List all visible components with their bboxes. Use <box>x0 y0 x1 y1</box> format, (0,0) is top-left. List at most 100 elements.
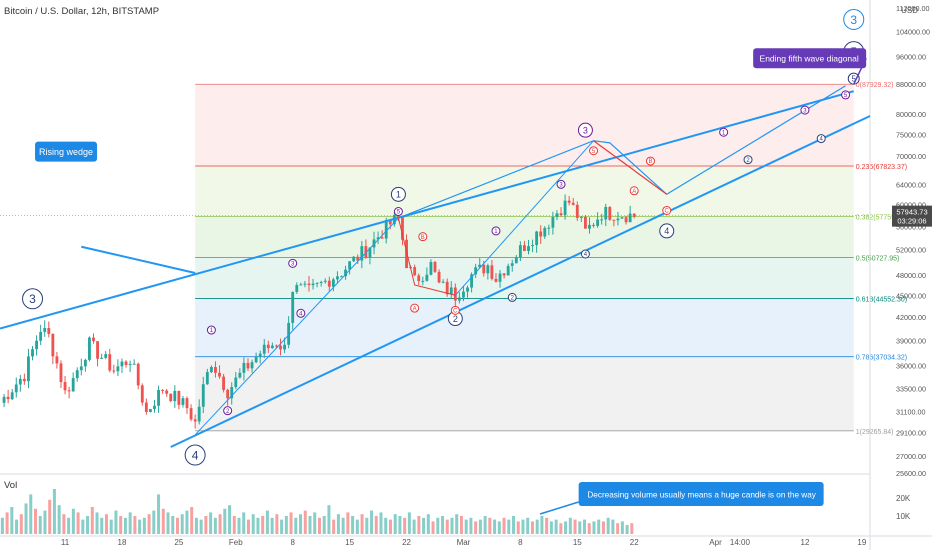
rising-wedge-callout-text: Rising wedge <box>39 147 93 157</box>
candle-body <box>128 363 132 365</box>
volume-bar <box>351 516 355 534</box>
candle-body <box>144 402 148 412</box>
candle-body <box>140 385 144 403</box>
candle-body <box>136 363 140 386</box>
candle-body <box>83 359 87 367</box>
time-tick: 14:00 <box>730 538 751 547</box>
wave-label-circle <box>659 223 675 239</box>
candle-body <box>425 274 429 281</box>
candle-body <box>222 376 226 390</box>
candle-body <box>327 280 331 287</box>
candle-body <box>22 378 26 382</box>
volume-bar <box>142 517 146 534</box>
volume-bar <box>592 521 596 534</box>
wave-label-circle <box>841 90 851 100</box>
candle-body <box>258 353 262 358</box>
fib-label: 0.236(67823.37) <box>856 164 907 171</box>
volume-bar <box>280 519 284 534</box>
candle-body <box>340 276 343 278</box>
price-tick: 64000.00 <box>896 180 926 189</box>
wave-label: 1 <box>494 229 498 235</box>
trend-lines <box>0 85 871 448</box>
volume-bar <box>526 517 530 534</box>
candle-body <box>279 345 282 350</box>
candle-body <box>266 344 270 349</box>
volume-bar <box>441 516 445 534</box>
time-tick: 25 <box>174 538 183 547</box>
candle-body <box>559 213 563 216</box>
volume-bar <box>616 523 620 534</box>
candle-body <box>604 206 608 220</box>
volume-bar <box>43 510 47 534</box>
candle-body <box>445 281 449 295</box>
candle-body <box>356 256 360 261</box>
volume-bar <box>559 523 563 534</box>
wave-label-circle <box>580 249 590 259</box>
volume-bar <box>256 517 260 534</box>
volume-bar <box>360 514 364 534</box>
candle-body <box>466 287 469 292</box>
candle-body <box>153 405 156 410</box>
wave-label: A <box>413 306 417 312</box>
wave-label: B <box>421 235 425 241</box>
wave-label: 3 <box>559 182 563 188</box>
candle-body <box>193 419 197 422</box>
volume-bar <box>171 516 175 534</box>
candle-body <box>226 389 230 399</box>
candle-body <box>43 327 47 332</box>
volume-bar <box>52 489 56 534</box>
fifth-wave-pointer <box>853 57 867 85</box>
price-tick: 112000.00 <box>896 4 929 13</box>
candle-body <box>616 218 620 221</box>
wave-label: C <box>453 309 458 315</box>
candle-body <box>405 239 408 269</box>
fifth-wave-callout-text: Ending fifth wave diagonal <box>760 54 859 64</box>
candle-body <box>67 390 71 392</box>
volume-bar <box>81 519 85 534</box>
candle-body <box>417 275 421 282</box>
candle-body <box>132 363 136 365</box>
candle-body <box>161 389 165 391</box>
volume-bar <box>228 505 232 534</box>
candle-body <box>2 396 6 403</box>
time-tick: Apr <box>709 538 722 547</box>
volume-bar <box>71 508 75 534</box>
volume-bar <box>478 519 482 534</box>
volume-bar <box>128 512 132 534</box>
price-tick: 39000.00 <box>896 336 926 345</box>
volume-bar <box>327 505 331 534</box>
wave-label-circle <box>577 122 593 138</box>
price-tick: 25600.00 <box>896 469 926 478</box>
fib-band <box>195 166 854 217</box>
price-tick: 80000.00 <box>896 110 926 119</box>
candle-body <box>413 267 417 276</box>
candle-body <box>539 231 543 237</box>
volume-bar <box>57 505 61 534</box>
wave-label-circle <box>800 105 810 115</box>
volume-bar <box>388 519 392 534</box>
wave-label-circle <box>491 226 501 236</box>
projection-path <box>398 85 846 219</box>
candle-body <box>173 390 177 402</box>
volume-bar <box>218 514 222 534</box>
price-tick: 60000.00 <box>896 201 926 210</box>
price-tick: 52000.00 <box>896 246 926 255</box>
candle-body <box>100 357 104 359</box>
wave-label-circle <box>184 444 206 466</box>
candle-body <box>63 382 67 391</box>
wave-label-circle <box>589 146 599 156</box>
volume-bar <box>407 512 411 534</box>
candle-body <box>169 393 173 402</box>
candle-body <box>197 406 201 422</box>
wave-label: 1 <box>210 328 214 334</box>
correction-path <box>397 217 456 296</box>
candle-body <box>303 283 307 285</box>
volume-bar <box>436 517 440 534</box>
volume-bar <box>289 512 293 534</box>
volume-bar <box>445 519 449 534</box>
volume-bar <box>109 519 113 534</box>
candle-body <box>567 200 571 203</box>
volume-bar <box>464 519 468 534</box>
